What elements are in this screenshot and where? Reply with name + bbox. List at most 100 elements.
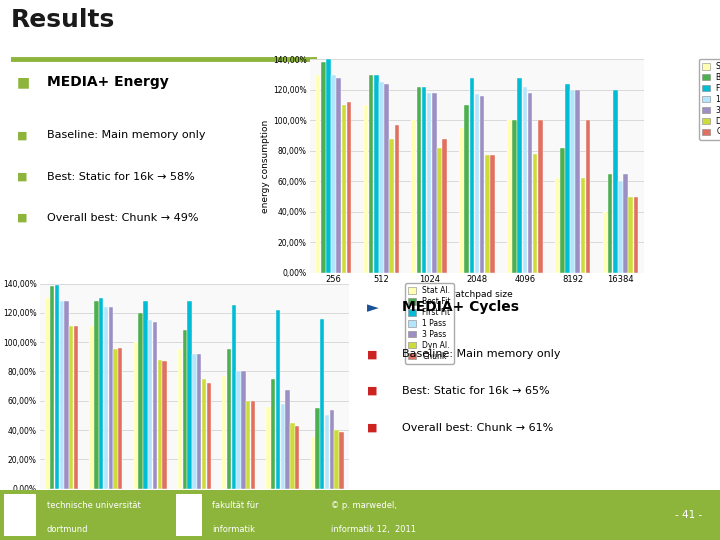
Bar <box>442 139 447 273</box>
Bar <box>246 401 251 489</box>
Bar <box>538 120 543 273</box>
Bar <box>528 93 532 273</box>
Bar <box>341 105 346 273</box>
Bar <box>416 87 421 273</box>
Text: ■: ■ <box>17 131 27 140</box>
Text: - 41 -: - 41 - <box>675 510 702 520</box>
Bar <box>603 212 607 273</box>
Bar <box>197 354 202 489</box>
Text: Overall best: Chunk → 61%: Overall best: Chunk → 61% <box>402 423 554 433</box>
Bar <box>64 301 68 489</box>
Bar <box>464 105 469 273</box>
Text: ■: ■ <box>367 386 377 396</box>
Bar <box>153 322 157 489</box>
Text: informatik: informatik <box>212 525 256 534</box>
Text: MEDIA+ Energy: MEDIA+ Energy <box>47 75 168 89</box>
Bar <box>321 63 325 273</box>
Bar <box>315 408 320 489</box>
Bar <box>192 354 197 489</box>
Bar <box>232 306 236 489</box>
Text: dortmund: dortmund <box>47 525 89 534</box>
Bar <box>251 401 255 489</box>
Text: fakultät für: fakultät für <box>212 501 259 510</box>
Bar <box>89 326 94 489</box>
Bar <box>271 379 276 489</box>
Bar <box>422 87 426 273</box>
Bar <box>374 75 379 273</box>
Bar <box>580 178 585 273</box>
Bar <box>565 84 570 273</box>
Bar <box>310 437 315 489</box>
Bar <box>432 93 436 273</box>
Bar <box>474 94 480 273</box>
Bar <box>347 102 351 273</box>
Bar <box>395 125 399 273</box>
Bar <box>523 87 527 273</box>
Bar <box>286 390 289 489</box>
Bar <box>295 426 300 489</box>
Text: ■: ■ <box>17 75 30 89</box>
Bar <box>143 301 148 489</box>
Bar <box>518 78 522 273</box>
Legend: Stat Al., Best Fit, First Fit, 1 Pass, 3 Pass, Dyn Al., Chunk: Stat Al., Best Fit, First Fit, 1 Pass, 3… <box>405 283 454 364</box>
Bar <box>586 120 590 273</box>
Bar <box>162 361 166 489</box>
Bar <box>608 174 613 273</box>
Bar <box>158 360 162 489</box>
Bar <box>624 174 628 273</box>
Bar <box>50 286 54 489</box>
Text: Baseline: Main memory only: Baseline: Main memory only <box>402 349 561 359</box>
Bar <box>384 84 389 273</box>
Text: Overall best: Chunk → 49%: Overall best: Chunk → 49% <box>47 213 199 222</box>
Bar <box>618 181 623 273</box>
Bar <box>485 156 490 273</box>
FancyBboxPatch shape <box>176 494 202 536</box>
Bar <box>379 82 384 273</box>
Bar <box>99 298 103 489</box>
Bar <box>74 326 78 489</box>
Bar <box>369 75 374 273</box>
Bar <box>241 372 246 489</box>
Legend: Stat Al., Best Fit, First Fit, 1 Pass, 3 Pass, Dyn Al., Chunk: Stat Al., Best Fit, First Fit, 1 Pass, 3… <box>699 59 720 139</box>
Bar <box>222 376 227 489</box>
Bar <box>613 90 618 273</box>
Bar <box>490 156 495 273</box>
Bar <box>69 326 73 489</box>
Bar <box>459 128 464 273</box>
Bar <box>575 90 580 273</box>
Bar <box>45 298 50 489</box>
Bar <box>364 105 368 273</box>
Bar <box>60 301 64 489</box>
Bar <box>629 197 633 273</box>
Bar <box>437 148 442 273</box>
Bar <box>315 75 320 273</box>
FancyBboxPatch shape <box>4 494 36 536</box>
Bar <box>183 330 187 489</box>
Bar <box>320 319 325 489</box>
Bar <box>507 120 512 273</box>
Bar <box>512 120 517 273</box>
Bar <box>178 349 182 489</box>
Bar <box>480 96 485 273</box>
Bar <box>207 383 211 489</box>
Bar <box>55 285 59 489</box>
Bar <box>325 415 329 489</box>
Text: ►: ► <box>367 300 379 315</box>
Bar <box>94 301 99 489</box>
Text: Best: Static for 16k → 65%: Best: Static for 16k → 65% <box>402 386 550 396</box>
X-axis label: scratchpad size: scratchpad size <box>441 290 513 299</box>
Text: ■: ■ <box>17 213 27 222</box>
Bar <box>555 178 559 273</box>
Bar <box>427 93 431 273</box>
Bar <box>336 78 341 273</box>
Bar <box>138 313 143 489</box>
Bar <box>236 372 240 489</box>
Bar <box>390 139 394 273</box>
Text: ■: ■ <box>367 423 377 433</box>
Bar <box>266 407 271 489</box>
Text: technische universität: technische universität <box>47 501 140 510</box>
Bar <box>109 307 113 489</box>
Bar <box>134 342 138 489</box>
Bar <box>281 404 285 489</box>
Bar <box>326 59 330 273</box>
